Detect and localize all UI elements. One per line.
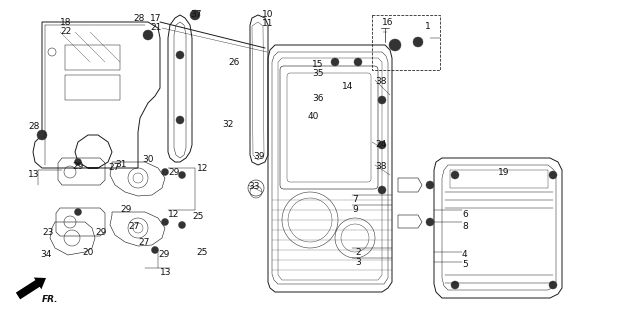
Text: 38: 38 — [375, 77, 386, 86]
Text: 25: 25 — [196, 248, 208, 257]
Text: 21: 21 — [150, 23, 161, 32]
Text: 14: 14 — [342, 82, 353, 91]
Circle shape — [176, 51, 184, 59]
Text: 27: 27 — [108, 163, 119, 172]
Circle shape — [378, 141, 386, 149]
Text: 29: 29 — [95, 228, 106, 237]
Circle shape — [549, 281, 557, 289]
Text: 26: 26 — [228, 58, 239, 67]
Text: 5: 5 — [462, 260, 468, 269]
Circle shape — [426, 218, 434, 226]
FancyArrow shape — [16, 277, 46, 300]
Text: 13: 13 — [28, 170, 40, 179]
Text: 27: 27 — [128, 222, 140, 231]
Text: 40: 40 — [308, 112, 320, 121]
Text: 25: 25 — [192, 212, 203, 221]
Circle shape — [37, 130, 47, 140]
Circle shape — [75, 158, 82, 165]
Text: 31: 31 — [115, 160, 127, 169]
Text: 6: 6 — [462, 210, 468, 219]
Circle shape — [413, 37, 423, 47]
Circle shape — [176, 116, 184, 124]
Text: 30: 30 — [142, 155, 153, 164]
Circle shape — [451, 171, 459, 179]
Text: 28: 28 — [28, 122, 40, 131]
Text: 1: 1 — [425, 22, 431, 31]
Text: 29: 29 — [168, 168, 179, 177]
Text: 36: 36 — [312, 94, 323, 103]
Text: 8: 8 — [462, 222, 468, 231]
Circle shape — [143, 30, 153, 40]
Text: 28: 28 — [133, 14, 145, 23]
Text: 18: 18 — [60, 18, 72, 27]
Text: 4: 4 — [462, 250, 468, 259]
Circle shape — [161, 219, 169, 226]
Text: 12: 12 — [197, 164, 208, 173]
Text: 2: 2 — [355, 248, 361, 257]
Text: 27: 27 — [138, 238, 150, 247]
Text: 38: 38 — [375, 162, 386, 171]
Text: 32: 32 — [222, 120, 234, 129]
Text: 29: 29 — [72, 162, 83, 171]
Text: 3: 3 — [355, 258, 361, 267]
Circle shape — [378, 186, 386, 194]
Text: 33: 33 — [248, 182, 260, 191]
Circle shape — [179, 221, 185, 228]
Circle shape — [75, 209, 82, 215]
Circle shape — [426, 181, 434, 189]
Text: 20: 20 — [82, 248, 93, 257]
Text: 29: 29 — [120, 205, 132, 214]
Circle shape — [179, 172, 185, 179]
Text: 7: 7 — [352, 195, 358, 204]
Circle shape — [331, 58, 339, 66]
Circle shape — [389, 39, 401, 51]
Text: 17: 17 — [150, 14, 161, 23]
Circle shape — [451, 281, 459, 289]
Text: 29: 29 — [158, 250, 169, 259]
Text: 11: 11 — [262, 19, 274, 28]
Text: 19: 19 — [498, 168, 509, 177]
Text: 16: 16 — [382, 18, 394, 27]
Circle shape — [354, 58, 362, 66]
Text: 15: 15 — [312, 60, 323, 69]
Text: 12: 12 — [168, 210, 179, 219]
Text: 23: 23 — [42, 228, 53, 237]
Text: 13: 13 — [160, 268, 172, 277]
Text: 22: 22 — [60, 27, 71, 36]
Circle shape — [151, 246, 158, 253]
Text: 35: 35 — [312, 69, 323, 78]
Circle shape — [190, 10, 200, 20]
Text: 39: 39 — [253, 152, 265, 161]
Circle shape — [549, 171, 557, 179]
Circle shape — [161, 169, 169, 175]
Text: 37: 37 — [190, 10, 201, 19]
Text: FR.: FR. — [42, 295, 59, 304]
Text: 10: 10 — [262, 10, 274, 19]
Text: 9: 9 — [352, 205, 358, 214]
Circle shape — [378, 96, 386, 104]
Text: 24: 24 — [375, 140, 386, 149]
Text: 34: 34 — [40, 250, 51, 259]
